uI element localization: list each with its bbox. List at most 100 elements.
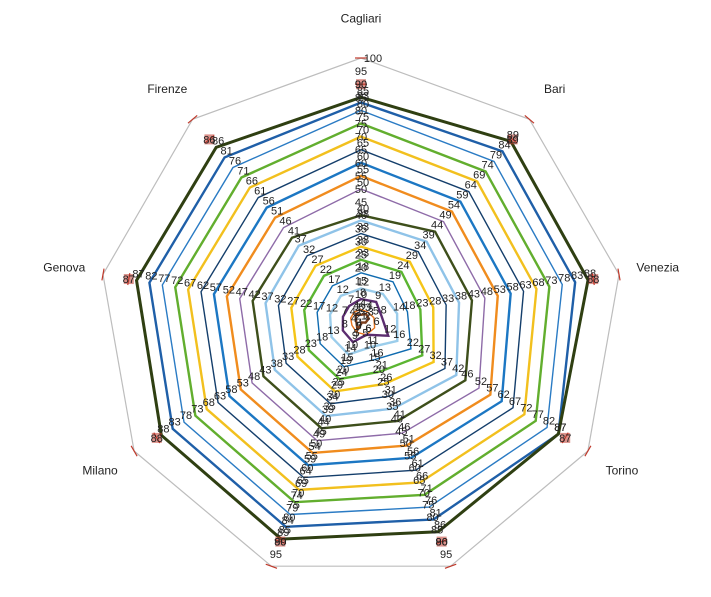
tick-label: 10 xyxy=(355,289,367,301)
data-label: 3 xyxy=(365,302,371,314)
data-label: 66 xyxy=(246,176,258,188)
data-label: 39 xyxy=(423,230,435,242)
data-label: 13 xyxy=(327,325,339,337)
category-label: Torino xyxy=(606,464,639,478)
data-label: 71 xyxy=(237,166,249,178)
tick-label: 60 xyxy=(301,463,313,475)
data-label: 22 xyxy=(320,264,332,276)
tick-label: 80 xyxy=(283,512,295,524)
data-label: 50 xyxy=(357,177,369,189)
data-label: 7 xyxy=(342,305,348,317)
tick-label: 35 xyxy=(324,401,336,413)
tick-label: 25 xyxy=(377,377,389,389)
data-label: 18 xyxy=(357,261,369,273)
tick-label: 20 xyxy=(355,263,367,275)
data-label: 38 xyxy=(271,358,283,370)
data-label: 52 xyxy=(475,376,487,388)
data-label: 64 xyxy=(300,466,312,478)
data-label: 84 xyxy=(498,139,510,151)
data-label: 46 xyxy=(398,421,410,433)
tick-label: 30 xyxy=(328,389,340,401)
data-label: 87 xyxy=(554,422,566,434)
tick-label: 50 xyxy=(400,438,412,450)
data-label: 62 xyxy=(498,389,510,401)
marker-label: 88 xyxy=(151,433,163,445)
data-label: 39 xyxy=(322,404,334,416)
data-label: 52 xyxy=(223,284,235,296)
marker-dot xyxy=(507,134,518,145)
data-label: 16 xyxy=(393,329,405,341)
data-label: 28 xyxy=(357,235,369,247)
tick-label: 90 xyxy=(436,537,448,549)
data-label: 26 xyxy=(380,372,392,384)
tick-label: 90 xyxy=(274,537,286,549)
data-label: 5 xyxy=(355,320,361,332)
tick-label: 55 xyxy=(404,450,416,462)
data-label: 3 xyxy=(355,302,361,314)
data-label: 56 xyxy=(263,196,275,208)
data-label: 19 xyxy=(340,355,352,367)
marker-dot xyxy=(151,432,162,443)
data-label: 73 xyxy=(545,275,557,287)
marker-dot xyxy=(356,79,366,90)
data-label: 19 xyxy=(389,270,401,282)
series-line xyxy=(264,219,461,418)
tick-label: 10 xyxy=(364,340,376,352)
tick-label: 45 xyxy=(355,197,367,209)
tick-label: 85 xyxy=(355,92,367,104)
radar-frame xyxy=(102,57,620,567)
data-label: 2 xyxy=(364,311,370,323)
series-line xyxy=(290,245,435,393)
data-label: 88 xyxy=(584,268,596,280)
data-label: 33 xyxy=(442,293,454,305)
tick-label: 35 xyxy=(386,401,398,413)
data-label: 17 xyxy=(313,300,325,312)
data-label: 21 xyxy=(376,360,388,372)
marker-label: 89 xyxy=(506,134,518,146)
data-label: 34 xyxy=(414,240,426,252)
tick-label: 5 xyxy=(358,302,364,314)
data-label: 14 xyxy=(393,302,405,314)
data-label: 4 xyxy=(367,300,373,312)
tick-label: 65 xyxy=(297,475,309,487)
data-label: 46 xyxy=(279,216,291,228)
data-label: 17 xyxy=(328,274,340,286)
data-label: 4 xyxy=(360,298,366,310)
data-label: 9 xyxy=(352,330,358,342)
axis-end-marker xyxy=(130,445,138,457)
data-label: 74 xyxy=(481,159,493,171)
data-label: 74 xyxy=(291,490,303,502)
tick-label: 5 xyxy=(362,327,368,339)
data-label: 53 xyxy=(494,284,506,296)
data-label: 23 xyxy=(357,248,369,260)
data-label: 79 xyxy=(286,502,298,514)
data-label: 12 xyxy=(326,303,338,315)
data-label: 82 xyxy=(543,415,555,427)
series-line xyxy=(341,297,390,344)
series-line xyxy=(134,95,590,541)
tick-label: 75 xyxy=(288,500,300,512)
data-label: 60 xyxy=(357,151,369,163)
data-label: 8 xyxy=(360,287,366,299)
series-line xyxy=(148,101,577,529)
data-label: 76 xyxy=(425,495,437,507)
category-label: Milano xyxy=(82,464,118,478)
data-label: 68 xyxy=(532,277,544,289)
data-label: 28 xyxy=(293,345,305,357)
data-label: 33 xyxy=(357,222,369,234)
data-label: 47 xyxy=(236,287,248,299)
data-label: 33 xyxy=(282,351,294,363)
data-label: 81 xyxy=(429,507,441,519)
data-label: 55 xyxy=(357,164,369,176)
data-label: 36 xyxy=(389,397,401,409)
radar-series xyxy=(134,95,590,541)
tick-label: 30 xyxy=(382,389,394,401)
data-label: 58 xyxy=(225,384,237,396)
data-label: 24 xyxy=(335,367,347,379)
series-line xyxy=(251,213,474,430)
data-label: 27 xyxy=(287,296,299,308)
data-label: 48 xyxy=(248,371,260,383)
data-label: 37 xyxy=(295,234,307,246)
axis-end-marker xyxy=(187,114,198,124)
data-label: 83 xyxy=(571,270,583,282)
